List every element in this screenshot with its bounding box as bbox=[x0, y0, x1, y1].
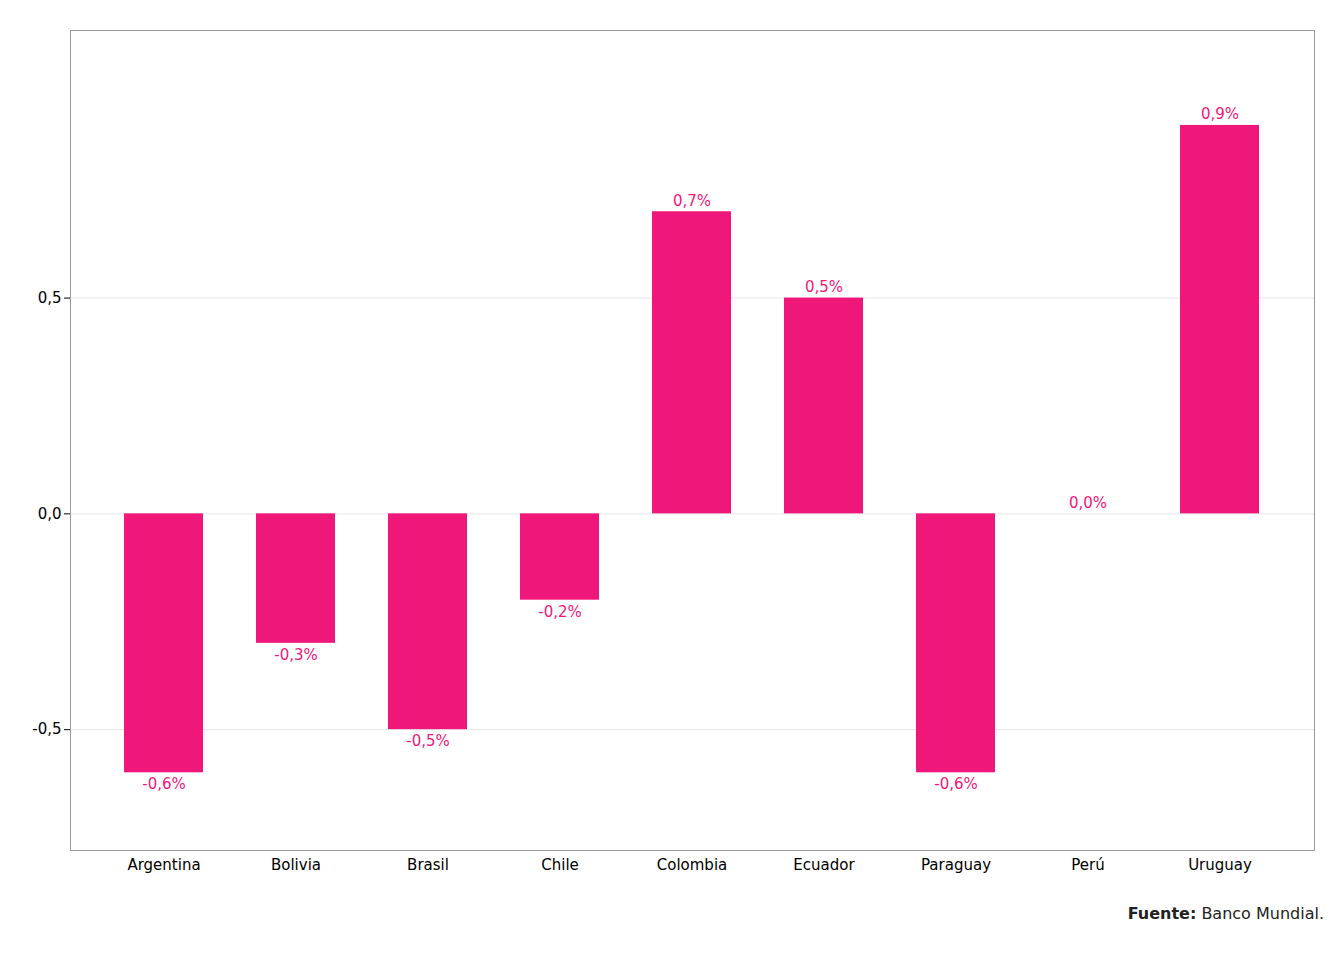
svg-text:Perú: Perú bbox=[1071, 856, 1104, 874]
svg-text:Bolivia: Bolivia bbox=[271, 856, 321, 874]
svg-text:0,9%: 0,9% bbox=[1201, 105, 1239, 123]
svg-text:0,0: 0,0 bbox=[38, 505, 62, 523]
svg-text:-0,2%: -0,2% bbox=[538, 603, 582, 621]
svg-text:0,5: 0,5 bbox=[38, 289, 62, 307]
svg-text:-0,5%: -0,5% bbox=[406, 732, 450, 750]
svg-text:Paraguay: Paraguay bbox=[921, 856, 991, 874]
svg-text:Uruguay: Uruguay bbox=[1188, 856, 1252, 874]
svg-text:-0,3%: -0,3% bbox=[274, 646, 318, 664]
svg-text:-0,5: -0,5 bbox=[32, 720, 61, 738]
svg-text:Argentina: Argentina bbox=[127, 856, 200, 874]
svg-text:Chile: Chile bbox=[541, 856, 579, 874]
svg-text:0,0%: 0,0% bbox=[1069, 494, 1107, 512]
html-text:Fuente: Banco Mundial.: Fuente: Banco Mundial. bbox=[1127, 904, 1324, 923]
svg-text:Brasil: Brasil bbox=[407, 856, 449, 874]
svg-text:Ecuador: Ecuador bbox=[793, 856, 855, 874]
svg-text:-0,6%: -0,6% bbox=[934, 775, 978, 793]
svg-text:0,5%: 0,5% bbox=[805, 278, 843, 296]
svg-text:-0,6%: -0,6% bbox=[142, 775, 186, 793]
svg-text:0,7%: 0,7% bbox=[673, 192, 711, 210]
svg-text:Colombia: Colombia bbox=[657, 856, 728, 874]
